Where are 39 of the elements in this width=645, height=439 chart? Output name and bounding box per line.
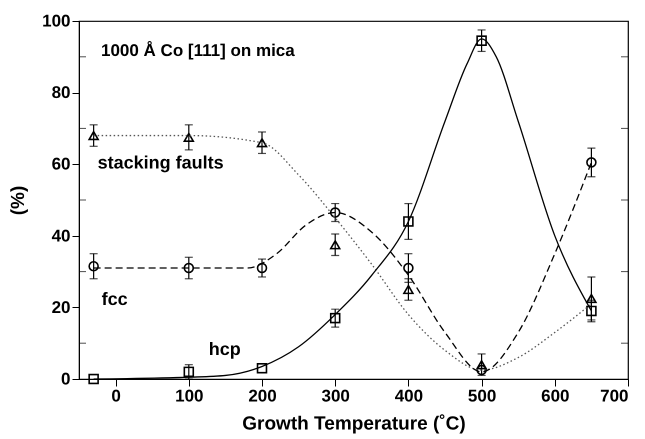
point bbox=[88, 130, 99, 140]
point bbox=[403, 216, 414, 227]
x-tick-label: 300 bbox=[322, 386, 350, 406]
series-label: fcc bbox=[102, 289, 128, 310]
point bbox=[184, 262, 194, 274]
point bbox=[330, 240, 340, 250]
x-tick-label: 0 bbox=[111, 386, 121, 406]
x-tick-label: 200 bbox=[248, 386, 277, 406]
point bbox=[256, 262, 268, 274]
y-tick-label: 60 bbox=[52, 154, 70, 174]
x-tick-label: 500 bbox=[468, 386, 496, 406]
x-tick-label: 100 bbox=[175, 386, 204, 406]
x-tick-label: 700 bbox=[600, 386, 628, 406]
point bbox=[476, 35, 487, 46]
y-tick-label: 20 bbox=[52, 298, 70, 317]
point bbox=[88, 374, 99, 384]
y-tick-label: 0 bbox=[61, 370, 70, 388]
point bbox=[330, 207, 340, 218]
x-tick-label: 400 bbox=[394, 386, 424, 406]
point bbox=[256, 138, 268, 148]
y-tick-label: 100 bbox=[42, 12, 70, 30]
series-label: hcp bbox=[208, 338, 241, 359]
annotation: 1000 Å Co [111] on mica bbox=[101, 41, 296, 60]
point bbox=[403, 284, 414, 294]
y-axis-title: (%) bbox=[8, 186, 30, 216]
point bbox=[586, 157, 597, 168]
point bbox=[256, 362, 268, 374]
point bbox=[184, 132, 194, 142]
x-tick-label: 600 bbox=[541, 386, 570, 406]
point bbox=[88, 260, 99, 272]
point bbox=[403, 262, 414, 274]
point bbox=[330, 312, 340, 324]
point bbox=[476, 360, 487, 370]
y-tick-label: 80 bbox=[52, 83, 70, 102]
x-axis-title: Growth Temperature (˚C) bbox=[242, 414, 466, 434]
y-tick-label: 40 bbox=[52, 226, 70, 246]
series-label: stacking faults bbox=[98, 152, 224, 173]
point bbox=[586, 294, 597, 304]
point bbox=[586, 306, 597, 316]
